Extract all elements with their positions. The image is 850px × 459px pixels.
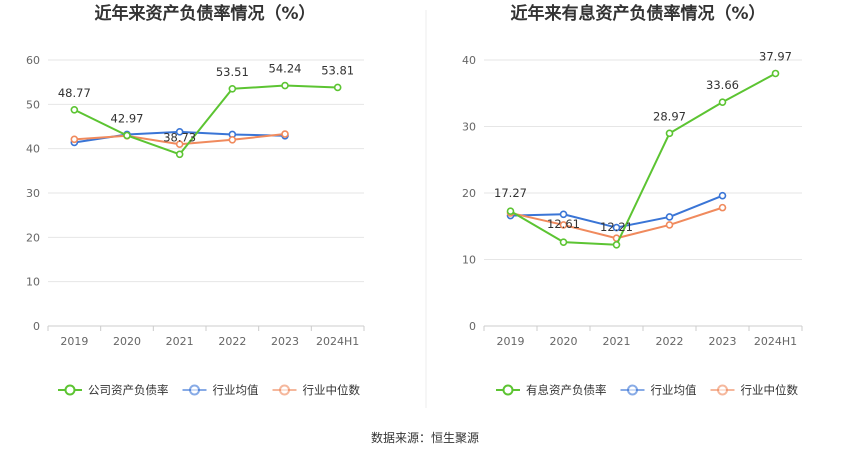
data-label: 33.66 — [706, 78, 739, 92]
legend-marker — [189, 384, 200, 396]
legend-item-1: 公司资产负债率 — [58, 383, 169, 397]
y-tick-label: 10 — [462, 254, 476, 267]
chart-panel-2: 近年来有息资产负债率情况（%） 0 10 20 30 40 2019 2020 2021 2022… — [462, 3, 803, 397]
legend-item-2: 行业均值 — [182, 383, 259, 397]
data-point — [718, 191, 727, 200]
x-tick-label: 2020 — [550, 335, 578, 348]
data-label: 37.97 — [759, 49, 792, 63]
x-tick-label: 2020 — [113, 335, 141, 348]
legend-marker — [627, 384, 638, 396]
data-label: 17.27 — [494, 186, 527, 200]
legend-label: 有息资产负债率 — [526, 383, 607, 397]
legend-item-1: 有息资产负债率 — [496, 383, 607, 397]
legend-marker — [717, 384, 728, 396]
y-tick-label: 20 — [26, 231, 40, 244]
data-point — [612, 223, 621, 232]
data-label: 53.51 — [216, 65, 249, 79]
y-tick-label: 30 — [26, 187, 40, 200]
legend-label: 行业均值 — [213, 383, 259, 397]
data-label: 54.24 — [269, 62, 302, 76]
data-point — [559, 238, 568, 246]
y-tick-label: 50 — [26, 98, 40, 111]
data-point — [228, 84, 237, 93]
data-point — [559, 210, 568, 219]
data-point — [506, 207, 515, 215]
data-point — [175, 140, 184, 149]
data-label: 12.61 — [547, 217, 580, 231]
legend-marker — [279, 384, 290, 396]
chart-panel-1: 近年来资产负债率情况（%） 0 10 20 30 40 50 60 2019 2020 2021 20… — [26, 3, 365, 397]
data-point — [228, 136, 237, 144]
legend-label: 行业均值 — [651, 383, 697, 397]
data-point — [123, 131, 131, 140]
x-tick-label: 2021 — [603, 335, 631, 348]
legend-item-3: 行业中位数 — [272, 383, 361, 397]
x-tick-label: 2023 — [709, 335, 737, 348]
data-point — [771, 69, 780, 78]
data-point — [70, 135, 79, 144]
data-point — [665, 129, 674, 138]
y-tick-label: 30 — [462, 121, 476, 134]
chart-title: 近年来资产负债率情况（%） — [94, 3, 315, 24]
x-tick-label: 2021 — [166, 335, 194, 348]
x-tick-label: 2023 — [271, 335, 299, 348]
legend-marker — [64, 384, 76, 396]
x-tick-label: 2024H1 — [316, 335, 359, 348]
x-tick-label: 2019 — [60, 335, 88, 348]
data-label: 28.97 — [653, 109, 686, 123]
data-label: 53.81 — [321, 63, 354, 77]
data-point — [175, 128, 184, 136]
data-point — [665, 213, 674, 221]
data-label: 12.21 — [600, 220, 633, 234]
x-tick-label: 2024H1 — [754, 335, 797, 348]
data-label: 42.97 — [111, 111, 144, 125]
data-label: 38.73 — [163, 130, 196, 144]
series-line-1 — [509, 72, 776, 246]
data-point — [333, 83, 342, 92]
data-point — [718, 203, 727, 212]
legend-label: 行业中位数 — [741, 383, 799, 397]
x-tick-label: 2019 — [497, 335, 525, 348]
data-point — [175, 150, 184, 159]
data-point — [281, 130, 289, 138]
y-tick-label: 40 — [462, 54, 476, 67]
data-point — [559, 221, 568, 229]
legend-item-2: 行业均值 — [620, 383, 697, 397]
legend-item-3: 行业中位数 — [710, 383, 799, 397]
x-tick-label: 2022 — [656, 335, 684, 348]
data-point — [665, 221, 674, 229]
data-source-note: 数据来源：恒生聚源 — [371, 430, 479, 445]
legend-label: 行业中位数 — [303, 383, 361, 397]
series-line-1 — [73, 84, 338, 156]
y-tick-label: 10 — [26, 276, 40, 289]
data-point — [718, 98, 727, 106]
y-tick-label: 20 — [462, 187, 476, 200]
legend-label: 公司资产负债率 — [88, 383, 169, 397]
data-point — [281, 81, 289, 90]
data-point — [70, 105, 79, 114]
data-point — [612, 241, 621, 249]
y-tick-label: 0 — [33, 320, 40, 333]
y-tick-label: 40 — [26, 143, 40, 156]
y-tick-label: 0 — [469, 320, 476, 333]
x-tick-label: 2022 — [218, 335, 246, 348]
data-label: 48.77 — [58, 86, 91, 100]
chart-title: 近年来有息资产负债率情况（%） — [510, 3, 765, 24]
y-tick-label: 60 — [26, 54, 40, 67]
legend-marker — [502, 384, 514, 396]
